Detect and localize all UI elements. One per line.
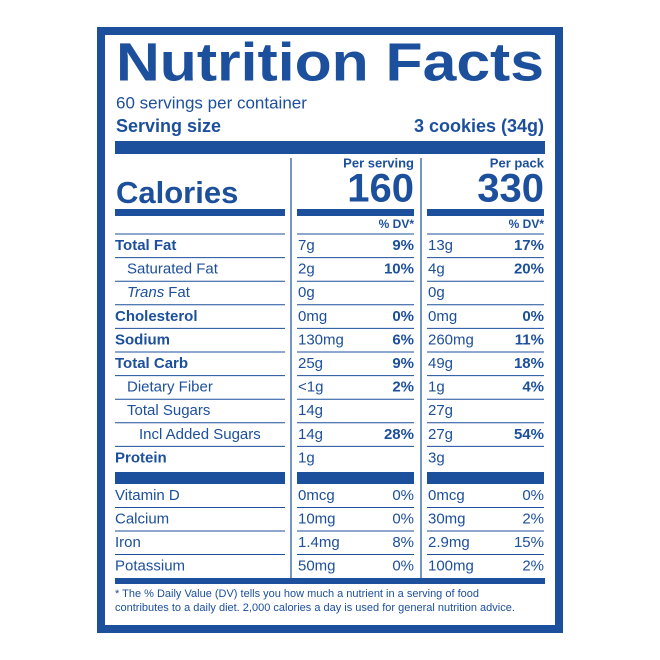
amount: 10mg (298, 510, 336, 527)
thick-bar (115, 472, 285, 484)
daily-value: 9% (392, 355, 414, 372)
daily-value: 0% (392, 557, 414, 574)
amount: 130mg (298, 331, 344, 348)
thick-bar (297, 472, 414, 484)
daily-value: 0% (392, 510, 414, 527)
calories-label: Calories (116, 175, 238, 210)
nutrient-name: Dietary Fiber (127, 379, 213, 396)
daily-value: 10% (384, 261, 414, 278)
daily-value: 2% (522, 557, 544, 574)
daily-value: 0% (522, 308, 544, 325)
nutrient-name: Fat (168, 284, 191, 301)
daily-value: 9% (392, 237, 414, 254)
amount: 3g (428, 449, 445, 466)
nutrient-name: Calcium (115, 510, 169, 527)
amount: 14g (298, 426, 323, 443)
nutrient-name: Total Sugars (127, 402, 210, 419)
daily-value: 17% (514, 237, 544, 254)
nutrient-name: Protein (115, 449, 167, 466)
column-header: Per serving (343, 155, 414, 170)
dv-header: % DV* (379, 217, 415, 231)
calories-bar (427, 209, 544, 216)
nutrient-name: Cholesterol (115, 308, 198, 325)
amount: 7g (298, 237, 315, 254)
amount: 0mcg (428, 487, 465, 504)
servings: 60 servings per container (116, 93, 307, 112)
amount: 14g (298, 402, 323, 419)
footnote: * The % Daily Value (DV) tells you how m… (115, 588, 479, 600)
calories-value: 160 (347, 167, 414, 211)
amount: 2.9mg (428, 534, 470, 551)
amount: 2g (298, 261, 315, 278)
title: Nutrition Facts (116, 32, 544, 92)
calories-bar (297, 209, 414, 216)
amount: 0mcg (298, 487, 335, 504)
nutrient-name: Saturated Fat (127, 261, 219, 278)
nutrient-name-italic: Trans (127, 284, 165, 301)
daily-value: 18% (514, 355, 544, 372)
daily-value: 0% (392, 308, 414, 325)
nutrient-name: Total Carb (115, 355, 188, 372)
calories-value: 330 (477, 167, 544, 211)
column-header: Per pack (490, 155, 545, 170)
amount: 4g (428, 261, 445, 278)
amount: 50mg (298, 557, 336, 574)
amount: 0g (298, 284, 315, 301)
serving-size-value: 3 cookies (34g) (414, 116, 544, 136)
daily-value: 28% (384, 426, 414, 443)
amount: <1g (298, 379, 323, 396)
nutrient-name: Vitamin D (115, 487, 180, 504)
daily-value: 11% (515, 331, 544, 348)
thick-bar (115, 578, 545, 584)
amount: 0mg (298, 308, 327, 325)
dv-header: % DV* (509, 217, 545, 231)
daily-value: 8% (392, 534, 414, 551)
nutrient-name: Sodium (115, 331, 170, 348)
daily-value: 15% (514, 534, 544, 551)
amount: 27g (428, 426, 453, 443)
amount: 1g (298, 449, 315, 466)
daily-value: 0% (522, 487, 544, 504)
nutrient-name: Total Fat (115, 237, 176, 254)
serving-size-label: Serving size (116, 116, 221, 136)
footnote: contributes to a daily diet. 2,000 calor… (115, 602, 515, 614)
amount: 27g (428, 402, 453, 419)
daily-value: 2% (392, 379, 414, 396)
daily-value: 6% (392, 331, 414, 348)
daily-value: 20% (514, 261, 544, 278)
amount: 1.4mg (298, 534, 340, 551)
nutrient-name: Potassium (115, 557, 185, 574)
amount: 0mg (428, 308, 457, 325)
thick-bar (427, 472, 544, 484)
daily-value: 4% (522, 379, 544, 396)
label-border (97, 27, 563, 633)
amount: 100mg (428, 557, 474, 574)
thick-bar (115, 141, 545, 154)
nutrient-name: Iron (115, 534, 141, 551)
amount: 0g (428, 284, 445, 301)
daily-value: 2% (522, 510, 544, 527)
amount: 13g (428, 237, 453, 254)
amount: 49g (428, 355, 453, 372)
amount: 30mg (428, 510, 466, 527)
amount: 260mg (428, 331, 474, 348)
daily-value: 54% (514, 426, 544, 443)
amount: 25g (298, 355, 323, 372)
amount: 1g (428, 379, 445, 396)
calories-bar (115, 209, 285, 216)
nutrient-name: Incl Added Sugars (139, 426, 261, 443)
daily-value: 0% (392, 487, 414, 504)
